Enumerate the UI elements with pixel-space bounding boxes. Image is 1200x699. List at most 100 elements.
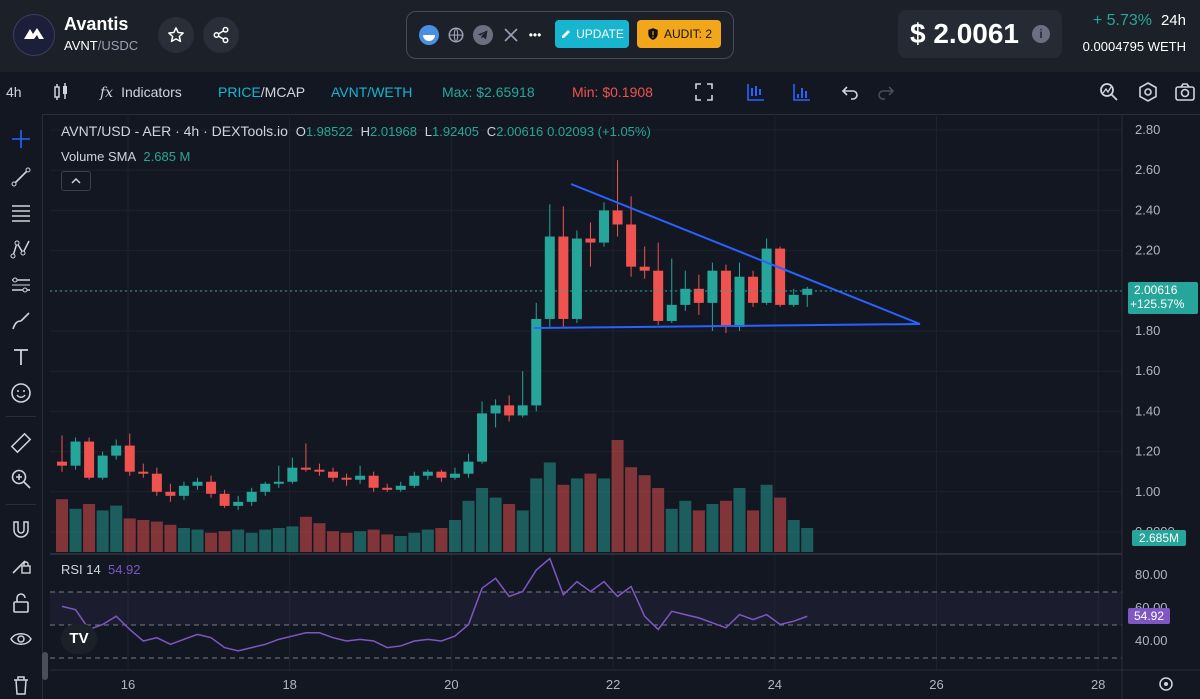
brush-tool-icon[interactable] (10, 310, 32, 332)
zoom-in-icon[interactable] (10, 468, 32, 490)
time-axis[interactable]: 16 18 20 22 24 26 28 (121, 677, 1106, 692)
settings-icon[interactable] (1137, 81, 1159, 106)
candle (192, 477, 203, 490)
volume-bar (123, 518, 136, 552)
candle (558, 206, 569, 327)
rsi-band (50, 592, 1122, 625)
audit-button[interactable]: AUDIT: 2 (637, 20, 721, 48)
share-button[interactable] (203, 17, 239, 53)
upper-trendline[interactable] (570, 183, 921, 325)
avantis-logo-icon (24, 28, 44, 39)
measure-tool-icon[interactable] (10, 274, 32, 296)
candle-body (97, 455, 108, 478)
volume-bar (164, 524, 177, 552)
camera-icon[interactable] (1174, 81, 1196, 106)
candle (84, 437, 95, 480)
emoji-tool-icon[interactable] (10, 382, 32, 404)
scroll-handle[interactable] (42, 652, 48, 680)
volume-bar (489, 497, 502, 552)
info-icon[interactable]: i (1032, 25, 1050, 43)
star-icon (168, 27, 184, 43)
unlock-icon[interactable] (10, 592, 32, 614)
candle (517, 371, 528, 418)
magnet-icon[interactable] (10, 518, 32, 540)
candle-body (707, 270, 718, 303)
time-tick-label: 24 (768, 677, 782, 692)
axis-settings-icon[interactable] (1159, 677, 1173, 691)
eye-icon[interactable] (10, 628, 32, 650)
candle (720, 264, 731, 334)
lock-drawing-icon[interactable] (10, 554, 32, 576)
volume-bar (394, 536, 407, 552)
price-toggle-label[interactable]: PRICE (218, 84, 261, 100)
redo-icon[interactable] (876, 82, 896, 105)
mcap-toggle-label[interactable]: /MCAP (260, 84, 306, 100)
favorite-button[interactable] (158, 17, 194, 53)
update-button[interactable]: UPDATE (555, 20, 629, 48)
text-tool-icon[interactable] (10, 346, 32, 368)
candle-body (165, 491, 176, 496)
volume-bar (83, 504, 96, 552)
price-tick-label: 1.20 (1135, 444, 1160, 459)
volume-bar (232, 529, 245, 552)
volume-legend: Volume SMA 2.685 M (61, 149, 190, 164)
price-axis[interactable]: 2.802.602.402.202.001.801.601.401.201.00… (1135, 122, 1175, 539)
tradingview-logo[interactable]: TV (61, 624, 97, 654)
chart-style-icon[interactable] (746, 82, 766, 105)
website-icon[interactable] (419, 25, 439, 45)
candle-type-icon[interactable] (52, 82, 70, 105)
current-price: $ 2.0061 (910, 18, 1019, 49)
crosshair-icon[interactable] (10, 128, 32, 150)
indicators-button[interactable]: fx Indicators (100, 84, 182, 101)
base-symbol: AVNT (64, 38, 98, 53)
candle (246, 487, 257, 506)
lower-trendline[interactable] (533, 323, 921, 329)
triangle-pattern[interactable] (533, 183, 921, 329)
candle-body (585, 238, 596, 243)
collapse-legend-button[interactable] (61, 171, 91, 191)
volume-value: 2.685 M (143, 149, 191, 164)
trash-icon[interactable] (10, 674, 32, 696)
fib-tool-icon[interactable] (10, 202, 32, 224)
volume-bar (448, 520, 461, 552)
ruler-icon[interactable] (10, 432, 32, 454)
candle (707, 262, 718, 331)
undo-icon[interactable] (840, 82, 860, 105)
candle-body (463, 461, 474, 474)
candle-body (151, 473, 162, 492)
compare-icon[interactable] (792, 82, 812, 105)
pattern-tool-icon[interactable] (10, 238, 32, 260)
candle-body (802, 288, 813, 295)
volume-bar (665, 508, 678, 552)
volume-bar (516, 510, 529, 552)
candle (639, 246, 650, 279)
interval-selector[interactable]: 4h (6, 84, 22, 100)
volume-bar (435, 528, 448, 552)
fullscreen-icon[interactable] (694, 82, 714, 105)
search-icon[interactable] (1098, 81, 1120, 106)
more-icon[interactable]: ••• (528, 28, 542, 42)
volume-bar (543, 462, 556, 552)
candle (206, 475, 217, 498)
trendline-tool-icon[interactable] (10, 166, 32, 188)
x-icon[interactable] (501, 25, 521, 45)
volume-bar (272, 528, 285, 552)
price-mcap-toggle[interactable]: PRICE/MCAP (218, 84, 305, 100)
candle (273, 465, 284, 488)
token-name: Avantis (64, 14, 129, 34)
shield-icon (648, 28, 658, 40)
pair-switch[interactable]: AVNT/WETH (331, 84, 413, 100)
chart-grid (50, 114, 1122, 670)
globe-icon[interactable] (446, 25, 466, 45)
candle-body (666, 304, 677, 321)
candle-body (558, 236, 569, 319)
candle-body (436, 471, 447, 478)
volume-bar (381, 534, 394, 552)
price-tick-label: 1.60 (1135, 363, 1160, 378)
candle (626, 196, 637, 277)
telegram-icon[interactable] (473, 25, 493, 45)
candle (449, 467, 460, 480)
candle (748, 270, 759, 307)
volume-bar (137, 520, 150, 552)
